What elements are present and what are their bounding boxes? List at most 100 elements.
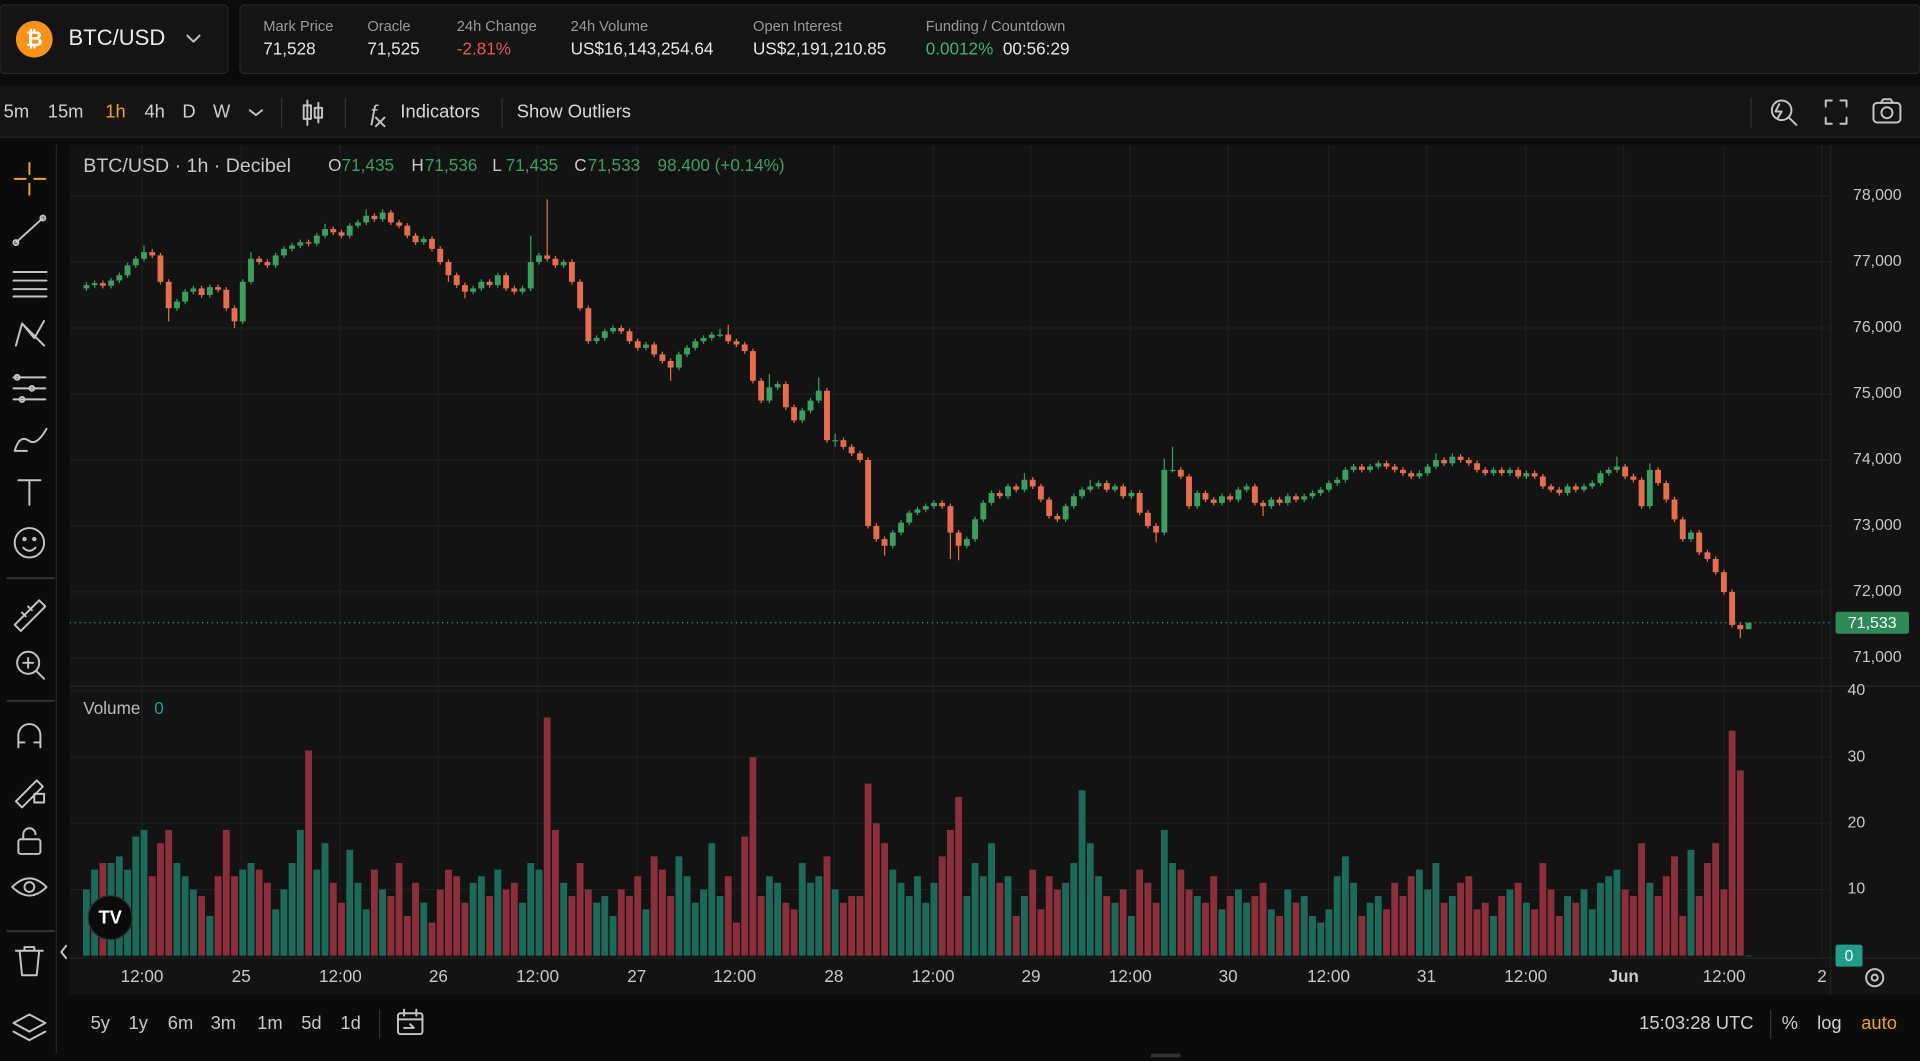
volume-bar [675, 856, 683, 956]
candle-body [1449, 456, 1456, 464]
volume-bar [1086, 843, 1094, 956]
volume-bar [1432, 863, 1440, 956]
drawing-sidebar [0, 144, 57, 1061]
stat-extra: 00:56:29 [1003, 39, 1070, 59]
candle-body [173, 301, 180, 309]
volume-bar [1292, 902, 1300, 956]
ohlc-key: L [492, 155, 502, 175]
range-button[interactable]: 3m [211, 1012, 237, 1033]
volume-tick-label: 20 [1847, 815, 1865, 832]
candle-body [1128, 492, 1135, 497]
volume-bar [519, 902, 526, 956]
resize-handle[interactable] [1151, 1053, 1181, 1058]
collapse-arrow[interactable] [60, 944, 68, 960]
volume-bar [658, 869, 666, 956]
candle-body [560, 262, 567, 266]
candle-body [1079, 489, 1085, 497]
interval-chevron[interactable] [248, 109, 264, 117]
volume-bar [412, 882, 419, 956]
candle-body [1400, 469, 1406, 474]
candle-body [1260, 502, 1267, 507]
log-toggle[interactable]: log [1817, 1012, 1842, 1033]
outliers-button[interactable]: Show Outliers [517, 101, 631, 122]
volume-bar [362, 909, 370, 956]
candle-body [503, 275, 509, 289]
range-button[interactable]: 1d [340, 1012, 360, 1033]
ohlc-value: 71,435 [506, 155, 558, 175]
candle-body [371, 215, 378, 220]
volume-bar [1745, 955, 1752, 957]
volume-bar [988, 843, 995, 956]
candle-body [1548, 486, 1555, 490]
volume-bar [807, 882, 814, 956]
settings-icon[interactable] [1865, 968, 1885, 988]
symbol-panel[interactable] [0, 4, 229, 75]
candle-body [1153, 525, 1160, 533]
volume-bar [1539, 863, 1547, 956]
volume-title: Volume [83, 698, 140, 718]
interval-button[interactable]: 1h [105, 101, 125, 122]
fullscreen-icon[interactable] [1824, 99, 1848, 125]
volume-bar [436, 889, 444, 956]
candle-body [1531, 473, 1538, 477]
volume-bar [222, 829, 230, 956]
volume-bar [905, 896, 913, 956]
volume-bar [774, 882, 782, 956]
candle-body [1391, 466, 1398, 470]
volume-bar [1243, 902, 1251, 956]
volume-bar [1144, 882, 1152, 956]
candle-body [1227, 496, 1234, 500]
volume-bar [1021, 896, 1028, 956]
range-button[interactable]: 6m [168, 1012, 194, 1033]
candle-body [280, 248, 287, 256]
range-button[interactable]: 1y [129, 1012, 149, 1033]
interval-button[interactable]: 15m [48, 101, 84, 122]
screenshot-icon[interactable] [1872, 98, 1902, 124]
volume-bar [255, 869, 263, 956]
y-tick-label: 74,000 [1853, 451, 1902, 468]
stat-label: Oracle [367, 19, 410, 35]
candle-body [1745, 622, 1752, 630]
volume-bar [1226, 896, 1234, 956]
candle-body [1276, 499, 1283, 503]
candle-body [749, 351, 756, 381]
volume-bar [1736, 770, 1744, 956]
candle-body [741, 344, 748, 352]
candle-body [1268, 499, 1275, 507]
auto-toggle[interactable]: auto [1861, 1012, 1897, 1033]
volume-bar [840, 902, 847, 956]
x-tick-label: 12:00 [121, 966, 164, 986]
interval-button[interactable]: D [182, 101, 195, 122]
stat-label: 24h Change [457, 19, 537, 35]
interval-button[interactable]: 4h [144, 101, 164, 122]
volume-bar [741, 836, 749, 956]
stat-label: Mark Price [263, 19, 333, 35]
range-button[interactable]: 1m [257, 1012, 283, 1033]
tv-logo[interactable] [87, 894, 133, 941]
candle-body [1120, 486, 1127, 497]
volume-bar [1407, 876, 1415, 956]
candle-body [873, 525, 880, 540]
percent-toggle[interactable]: % [1782, 1012, 1798, 1033]
replay-icon[interactable] [1770, 99, 1798, 126]
candle-body [239, 281, 246, 322]
interval-button[interactable]: 5m [4, 101, 30, 122]
volume-bar [206, 915, 214, 956]
candle-body [1671, 499, 1678, 520]
interval-button[interactable]: W [213, 101, 231, 122]
range-button[interactable]: 5d [301, 1012, 321, 1033]
range-button[interactable]: 5y [91, 1012, 111, 1033]
candle-body [1202, 492, 1209, 500]
last-volume-badge [1835, 944, 1863, 967]
indicators-button[interactable]: Indicators [400, 101, 480, 122]
volume-bar [1490, 915, 1497, 956]
chart-type-icon[interactable] [302, 99, 324, 126]
volume-bar [1605, 876, 1613, 956]
sidebar-icons[interactable] [6, 161, 55, 1042]
volume-bar [1448, 896, 1456, 956]
date-range-icon[interactable] [396, 1008, 424, 1036]
volume-bar [1160, 829, 1168, 956]
volume-bar [1654, 896, 1662, 956]
volume-bar [568, 896, 576, 956]
volume-bar [1119, 889, 1127, 956]
